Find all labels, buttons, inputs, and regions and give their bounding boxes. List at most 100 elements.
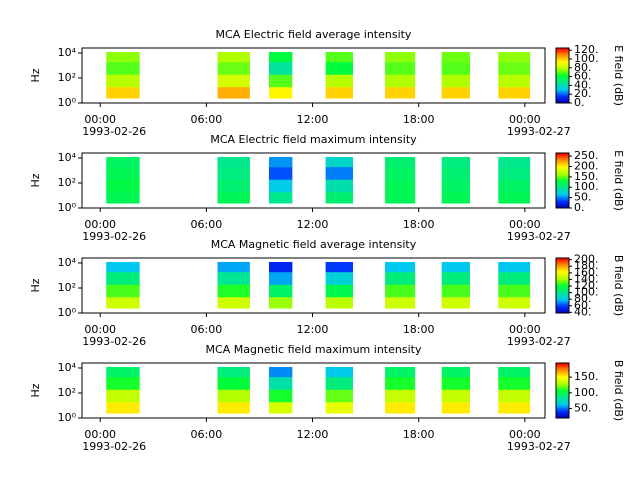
colorbar-swatch xyxy=(556,176,569,178)
colorbar-swatch xyxy=(556,373,569,375)
spectrogram-cell xyxy=(385,296,416,309)
colorbar-swatch xyxy=(556,378,569,380)
colorbar-swatch xyxy=(556,83,569,85)
colorbar-swatch xyxy=(556,414,569,416)
colorbar-swatch xyxy=(556,58,569,60)
colorbar-tick-label: 140. xyxy=(574,272,599,285)
colorbar-swatch xyxy=(556,66,569,68)
colorbar-swatch xyxy=(556,303,569,305)
colorbar-swatch xyxy=(556,397,569,399)
colorbar-swatch xyxy=(556,282,569,284)
x-date-label: 1993-02-27 xyxy=(507,230,571,243)
colorbar-swatch xyxy=(556,298,569,300)
colorbar-swatch xyxy=(556,87,569,89)
spectrogram-cell xyxy=(217,366,250,378)
spectrogram-cell xyxy=(106,271,140,285)
spectrogram-cell xyxy=(269,86,293,99)
colorbar-swatch xyxy=(556,290,569,292)
colorbar-swatch xyxy=(556,60,569,62)
spectrogram-cell xyxy=(269,191,293,204)
colorbar-swatch xyxy=(556,181,569,183)
spectrogram-cell xyxy=(498,389,531,403)
spectrogram-cell xyxy=(269,401,293,414)
colorbar-swatch xyxy=(556,410,569,412)
spectrogram-cell xyxy=(217,61,250,75)
colorbar-swatch xyxy=(556,206,569,208)
colorbar-swatch xyxy=(556,48,569,50)
colorbar-swatch xyxy=(556,73,569,75)
colorbar-swatch xyxy=(556,372,569,374)
colorbar-swatch xyxy=(556,288,569,290)
spectrogram-cell xyxy=(325,271,354,285)
colorbar-swatch xyxy=(556,91,569,93)
colorbar-swatch xyxy=(556,171,569,173)
spectrogram-cell xyxy=(498,156,531,168)
colorbar-swatch xyxy=(556,367,569,369)
colorbar-swatch xyxy=(556,196,569,198)
colorbar-swatch xyxy=(556,180,569,182)
x-tick-label: 00:00 xyxy=(84,323,116,336)
spectrogram-cell xyxy=(269,366,293,378)
colorbar-swatch xyxy=(556,89,569,91)
spectrogram-cell xyxy=(325,284,354,298)
colorbar-swatch xyxy=(556,80,569,82)
colorbar-swatch xyxy=(556,74,569,76)
colorbar-tick-label: 80. xyxy=(574,61,592,74)
colorbar-swatch xyxy=(556,100,569,102)
colorbar-tick-label: 200. xyxy=(574,159,599,172)
colorbar-frame xyxy=(555,47,570,104)
colorbar-swatch xyxy=(556,416,569,418)
colorbar-swatch xyxy=(556,309,569,311)
spectrogram-cell xyxy=(269,179,293,193)
spectrogram-cell xyxy=(106,284,140,298)
colorbar-swatch xyxy=(556,273,569,275)
colorbar-swatch xyxy=(556,275,569,277)
colorbar-label: E field (dB) xyxy=(612,45,625,106)
y-tick-label: 10² xyxy=(58,281,76,294)
colorbar-tick-label: 50. xyxy=(574,191,592,204)
spectrogram-cell xyxy=(325,51,354,63)
x-tick-label: 18:00 xyxy=(403,323,435,336)
colorbar-swatch xyxy=(556,178,569,180)
colorbar-tick-label: 80. xyxy=(574,292,592,305)
spectrogram-cell xyxy=(106,261,140,273)
colorbar-swatch xyxy=(556,166,569,168)
colorbar-label: B field (dB) xyxy=(612,360,625,421)
spectrogram-cell xyxy=(106,61,140,75)
x-tick-label: 18:00 xyxy=(403,113,435,126)
spectrogram-cell xyxy=(385,61,416,75)
spectrogram-cell xyxy=(217,86,250,99)
colorbar-swatch xyxy=(556,268,569,270)
colorbar-swatch xyxy=(556,390,569,392)
colorbar-swatch xyxy=(556,199,569,201)
x-tick-label: 00:00 xyxy=(84,218,116,231)
spectrogram-cell xyxy=(269,389,293,403)
colorbar-swatch xyxy=(556,79,569,81)
spectrogram-cell xyxy=(441,61,470,75)
colorbar-swatch xyxy=(556,96,569,98)
axes-frame xyxy=(81,257,546,314)
colorbar-swatch xyxy=(556,270,569,272)
spectrogram-cell xyxy=(106,179,140,193)
colorbar-swatch xyxy=(556,380,569,382)
spectrogram-cell xyxy=(498,166,531,180)
colorbar-tick-label: 250. xyxy=(574,149,599,162)
colorbar-swatch xyxy=(556,375,569,377)
spectrogram-cell xyxy=(498,51,531,63)
colorbar-swatch xyxy=(556,369,569,371)
colorbar-swatch xyxy=(556,98,569,100)
spectrogram-cell xyxy=(441,86,470,99)
x-date-label: 1993-02-26 xyxy=(82,440,146,453)
spectrogram-cell xyxy=(498,271,531,285)
colorbar-swatch xyxy=(556,393,569,395)
colorbar-swatch xyxy=(556,191,569,193)
colorbar-swatch xyxy=(556,376,569,378)
colorbar-swatch xyxy=(556,307,569,309)
colorbar-swatch xyxy=(556,391,569,393)
spectrogram-cell xyxy=(498,86,531,99)
x-tick-label: 00:00 xyxy=(509,113,541,126)
spectrogram-cell xyxy=(498,376,531,390)
colorbar-swatch xyxy=(556,296,569,298)
colorbar-swatch xyxy=(556,86,569,88)
spectrogram-cell xyxy=(106,296,140,309)
